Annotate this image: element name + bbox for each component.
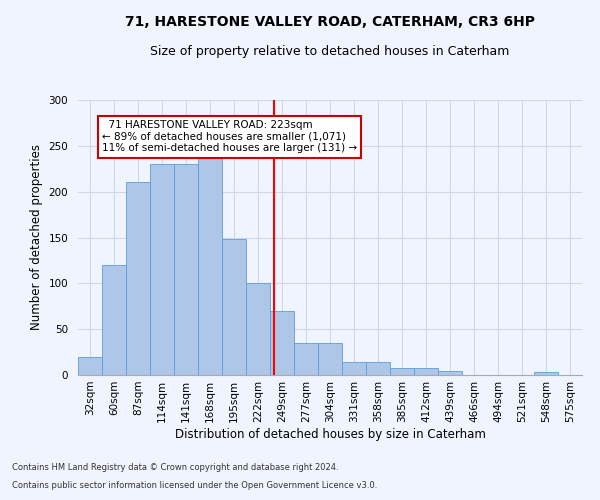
Bar: [126, 182, 150, 375]
Text: Size of property relative to detached houses in Caterham: Size of property relative to detached ho…: [151, 45, 509, 58]
Text: Contains HM Land Registry data © Crown copyright and database right 2024.: Contains HM Land Registry data © Crown c…: [12, 464, 338, 472]
Bar: [342, 362, 366, 375]
Bar: [390, 368, 414, 375]
Bar: [438, 372, 462, 375]
Y-axis label: Number of detached properties: Number of detached properties: [30, 144, 43, 330]
Bar: [102, 265, 126, 375]
Bar: [294, 343, 318, 375]
X-axis label: Distribution of detached houses by size in Caterham: Distribution of detached houses by size …: [175, 428, 485, 440]
Bar: [174, 164, 198, 375]
Bar: [414, 368, 438, 375]
Bar: [366, 362, 390, 375]
Bar: [150, 164, 174, 375]
Text: Contains public sector information licensed under the Open Government Licence v3: Contains public sector information licen…: [12, 481, 377, 490]
Bar: [198, 146, 222, 375]
Bar: [222, 240, 246, 375]
Text: 71, HARESTONE VALLEY ROAD, CATERHAM, CR3 6HP: 71, HARESTONE VALLEY ROAD, CATERHAM, CR3…: [125, 15, 535, 29]
Bar: [270, 311, 294, 375]
Bar: [318, 343, 342, 375]
Bar: [534, 372, 558, 375]
Bar: [78, 356, 102, 375]
Text: 71 HARESTONE VALLEY ROAD: 223sqm  
← 89% of detached houses are smaller (1,071)
: 71 HARESTONE VALLEY ROAD: 223sqm ← 89% o…: [102, 120, 357, 154]
Bar: [246, 284, 270, 375]
